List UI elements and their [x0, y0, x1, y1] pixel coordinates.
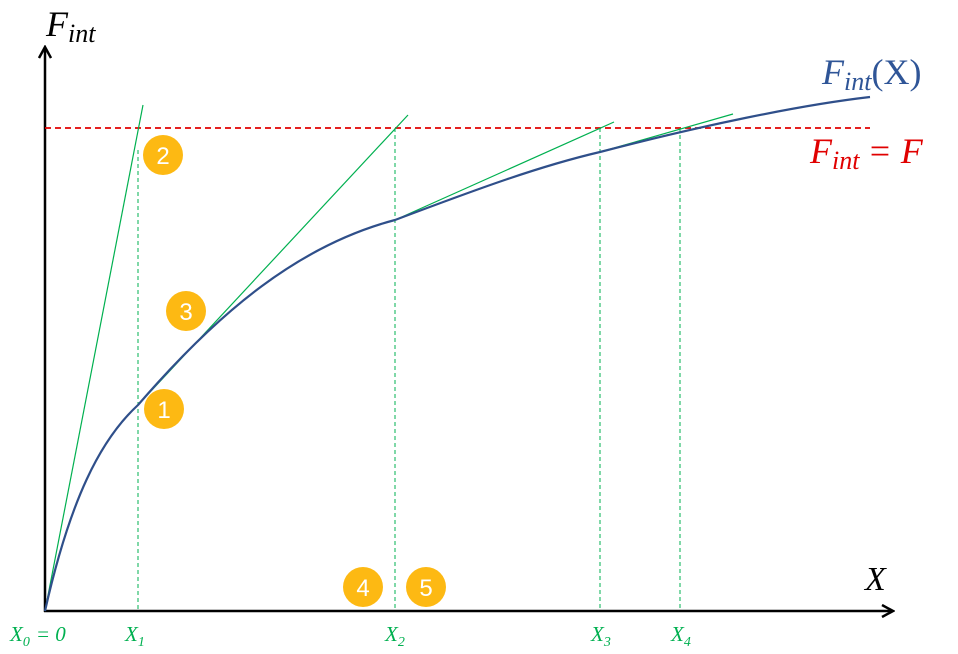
- target-label: Fint = F: [809, 131, 924, 175]
- step-number: 4: [356, 575, 369, 602]
- x-mark-label: X1: [124, 622, 145, 650]
- x-mark-label: X4: [670, 622, 691, 650]
- x-mark-label: X3: [590, 622, 611, 650]
- step-number: 5: [419, 575, 432, 602]
- step-badge: [343, 567, 383, 607]
- x-mark-label: X0 = 0: [9, 622, 66, 650]
- tangent: [44, 104, 144, 612]
- step-number: 3: [179, 299, 192, 326]
- step-number: 1: [157, 397, 170, 424]
- tangents: [44, 104, 734, 612]
- step-badges: 1 2 3 4 5: [143, 135, 446, 607]
- iterate-lines: [137, 128, 681, 611]
- curve: [43, 95, 871, 612]
- step-badge: [406, 567, 446, 607]
- x-marks: X0 = 0 X1 X2 X3 X4: [9, 622, 691, 650]
- step-badge: [166, 291, 206, 331]
- step-badge: [143, 135, 183, 175]
- y-axis-label: Fint: [45, 4, 96, 48]
- step-badge: [144, 389, 184, 429]
- curve-label: Fint(X): [821, 52, 921, 96]
- tangent: [394, 121, 615, 221]
- step-number: 2: [156, 143, 169, 170]
- x-axis-label: X: [863, 561, 887, 598]
- x-mark-label: X2: [384, 622, 405, 650]
